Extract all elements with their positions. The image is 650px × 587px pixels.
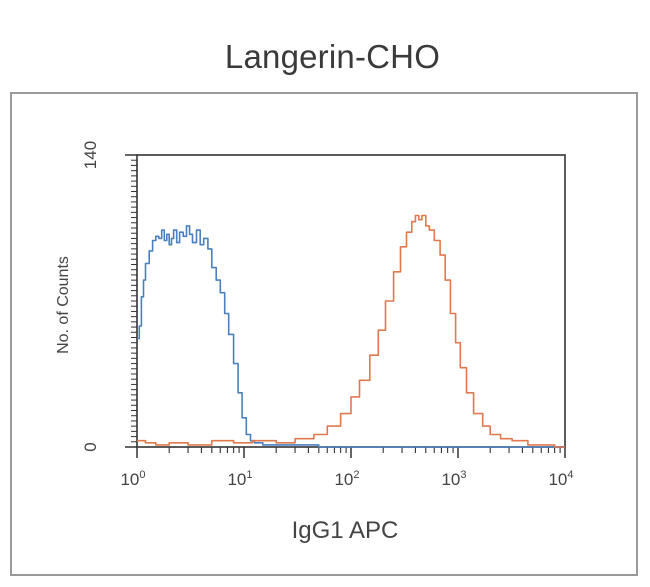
x-tick-label: 100 — [120, 469, 145, 489]
x-tick-label: 104 — [548, 469, 573, 489]
histogram-series-2 — [137, 214, 565, 448]
x-tick-label: 103 — [441, 469, 466, 489]
x-tick-label: 102 — [334, 469, 359, 489]
y-tick-label: 140 — [81, 141, 100, 169]
x-tick-label: 101 — [227, 469, 252, 489]
chart-frame — [10, 92, 638, 576]
y-axis-label: No. of Counts — [55, 256, 72, 354]
plot-area: 100 101 102 103 104 0 140 IgG1 APC No. of Counts — [55, 141, 574, 544]
y-tick-label: 0 — [81, 442, 100, 451]
x-axis-label: IgG1 APC — [292, 517, 399, 544]
chart-title: Langerin-CHO — [224, 38, 441, 75]
